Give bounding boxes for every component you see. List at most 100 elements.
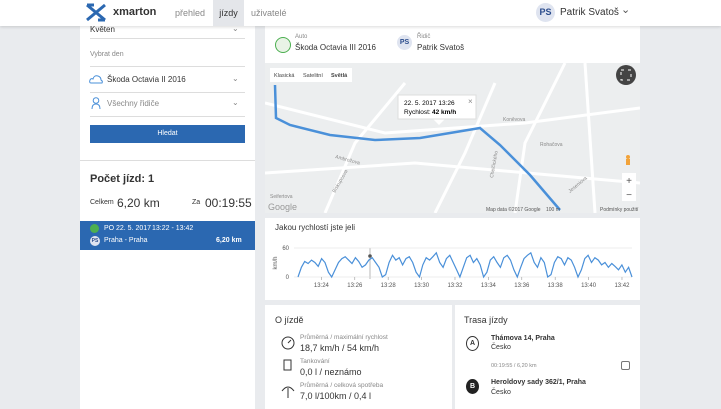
route-icon[interactable] <box>621 361 630 370</box>
x-tick-label: 13:26 <box>347 283 363 289</box>
section-title: O jízdě <box>275 315 304 325</box>
route-stats: 00:19:55 / 6,20 km <box>491 363 537 369</box>
chevron: ⌄ <box>232 98 239 107</box>
tooltip-pointer <box>433 119 445 125</box>
month-select[interactable]: Květen <box>90 25 115 34</box>
section-title: Trasa jízdy <box>464 315 508 325</box>
google-logo: Google <box>268 202 297 212</box>
street-label: Seifertova <box>270 194 293 200</box>
zoom-in[interactable]: + <box>626 176 632 187</box>
chevron: ⌄ <box>232 24 239 33</box>
start-address: Thámova 14, Praha <box>491 335 555 342</box>
speed-line <box>297 251 633 279</box>
end-address: Heroldovy sady 362/1, Praha <box>491 379 586 386</box>
route-panel <box>455 305 640 409</box>
y-tick-label: 60 <box>282 246 289 252</box>
about-icons <box>281 336 295 398</box>
x-tick-label: 13:40 <box>581 283 597 289</box>
terms[interactable]: Podmínky použití <box>600 207 639 213</box>
about-panel <box>265 305 452 409</box>
car-logo <box>275 37 291 53</box>
user-name[interactable]: Patrik Svatoš <box>560 7 619 18</box>
chart-title: Jakou rychlostí jste jeli <box>275 223 356 232</box>
logo[interactable]: xmarton <box>113 6 157 18</box>
person-icon <box>91 97 101 109</box>
speed-chart: km/h 0 60 13:24 13:26 13:28 13:30 13:32 13:34 13… <box>273 246 633 289</box>
street-label: Koněvova <box>503 117 525 123</box>
divider <box>90 38 245 39</box>
stat-label: Průměrná / maximální rychlost <box>300 334 388 341</box>
driver-label: Řidič <box>417 34 431 40</box>
driver-name: Patrik Svatoš <box>417 43 465 52</box>
trip-distance: 6,20 km <box>216 237 242 244</box>
stat-label: Tankování <box>300 358 330 365</box>
trip-date: 22. 5. 2017 <box>116 225 152 232</box>
zoom-out[interactable]: − <box>626 190 632 201</box>
cursor-dot <box>368 254 372 258</box>
sidebar <box>80 26 255 409</box>
day-select[interactable]: Vybrat den <box>90 51 124 58</box>
tooltip-speed-label: Rychlost: <box>404 109 431 116</box>
nav-item[interactable]: uživatelé <box>251 8 287 18</box>
end-country: Česko <box>491 389 511 396</box>
pegman[interactable] <box>626 155 630 159</box>
fullscreen-button[interactable] <box>616 65 636 85</box>
y-tick-label: 0 <box>286 275 290 281</box>
pegman[interactable] <box>626 159 630 165</box>
scale: 100 m <box>546 207 560 213</box>
divider <box>90 116 245 117</box>
route-line <box>273 84 561 211</box>
logo-icon <box>86 3 106 22</box>
map-type[interactable]: Satelitní <box>303 73 323 79</box>
nav-item[interactable]: přehled <box>175 8 206 18</box>
start-country: Česko <box>491 344 511 351</box>
start-marker: A <box>466 336 479 351</box>
tooltip-close[interactable]: × <box>468 97 473 106</box>
car-avatar <box>90 224 99 233</box>
navbar <box>0 0 721 26</box>
x-tick-label: 13:38 <box>548 283 564 289</box>
map-type[interactable]: Světlá <box>331 73 348 79</box>
tooltip-speed: 42 km/h <box>432 109 456 116</box>
nav-item-active[interactable]: jízdy <box>213 0 244 26</box>
total-distance: 6,20 km <box>117 196 160 210</box>
user-menu-chevron[interactable]: ⌄ <box>621 4 631 16</box>
zoom-control[interactable] <box>622 173 636 201</box>
divider <box>90 66 245 67</box>
vehicle-select[interactable]: Škoda Octavia II 2016 <box>107 75 186 84</box>
stat-label: Průměrná / celková spotřeba <box>300 382 384 389</box>
stat-value: 0,0 l / neznámo <box>300 367 362 377</box>
car-name: Škoda Octavia III 2016 <box>295 43 376 52</box>
user-avatar[interactable]: PS <box>536 3 555 22</box>
duration: 00:19:55 <box>205 196 252 210</box>
driver-select[interactable]: Všechny řidiče <box>107 99 160 108</box>
fullscreen-icon <box>620 69 632 81</box>
end-marker: B <box>466 379 479 394</box>
trip-count: Počet jízd: 1 <box>90 173 155 185</box>
stat-value: 18,7 km/h / 54 km/h <box>300 343 380 353</box>
tooltip <box>397 94 477 120</box>
x-tick-label: 13:28 <box>381 283 397 289</box>
car-icon <box>89 75 103 84</box>
attribution: Map data ©2017 Google <box>486 206 541 213</box>
driver-avatar: PS <box>397 35 412 50</box>
x-tick-label: 13:32 <box>447 283 463 289</box>
x-tick-label: 13:24 <box>314 283 330 289</box>
search-button[interactable]: Hledat <box>90 125 245 143</box>
map[interactable]: Koněvova Rohačova Chelčického Seifertova… <box>265 63 640 213</box>
trip-route: Praha - Praha <box>104 237 148 244</box>
x-tick-label: 13:34 <box>481 283 497 289</box>
map-type-bar <box>270 68 352 82</box>
trip-row[interactable] <box>80 221 255 250</box>
total-label: Celkem <box>90 199 114 206</box>
car-label: Auto <box>295 34 308 40</box>
driver-avatar: PS <box>90 236 100 246</box>
x-tick-label: 13:36 <box>514 283 530 289</box>
speed-panel <box>265 218 640 300</box>
map-type[interactable]: Klasická <box>274 73 295 79</box>
duration-label: Za <box>192 199 201 206</box>
divider <box>90 92 245 93</box>
x-tick-label: 13:30 <box>414 283 430 289</box>
tooltip-time: 22. 5. 2017 13:26 <box>404 100 455 107</box>
